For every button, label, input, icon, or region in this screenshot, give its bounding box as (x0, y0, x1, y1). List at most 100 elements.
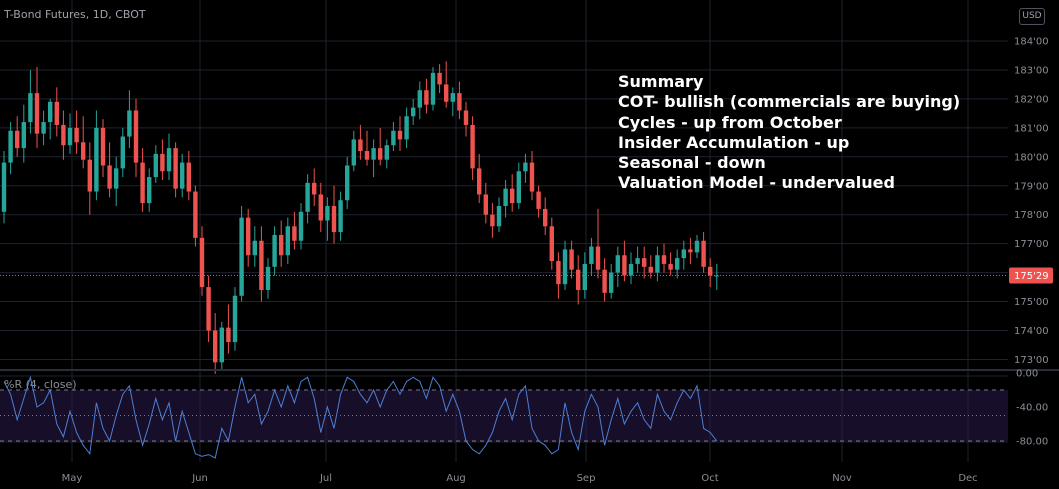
candle-body (100, 127, 106, 166)
candle (318, 182, 323, 233)
candle-body (265, 266, 271, 290)
candle-body (529, 162, 535, 192)
candle (589, 237, 594, 276)
candle (417, 81, 422, 120)
candle (160, 139, 165, 180)
candle (595, 208, 601, 279)
candle-body (279, 234, 284, 256)
candle-body (213, 330, 218, 363)
candle (61, 110, 66, 160)
time-tick-label: Jun (191, 473, 208, 484)
candle-body (193, 191, 198, 238)
candle (642, 246, 647, 279)
candle-body (622, 255, 627, 276)
candle-body (345, 165, 350, 201)
candle-body (371, 148, 376, 160)
price-tick-label: 182'00 (1014, 94, 1049, 105)
wr-axis[interactable]: 0.00 -40.00 -80.00 (1016, 369, 1048, 448)
price-axis[interactable]: 173'00174'00175'00176'00177'00178'00179'… (1014, 37, 1049, 366)
candle (384, 139, 389, 169)
candle (338, 191, 343, 241)
candle (153, 145, 158, 183)
summary-annotation[interactable]: Summary COT- bullish (commercials are bu… (618, 72, 960, 194)
candle (576, 255, 581, 305)
candle-body (463, 110, 469, 125)
candle (503, 179, 508, 218)
candle-body (437, 72, 442, 85)
candle-body (81, 142, 86, 160)
candle-body (609, 272, 614, 293)
candle-body (516, 171, 521, 204)
candle-body (153, 153, 158, 178)
time-tick-label: Jul (319, 473, 332, 484)
candle-body (285, 226, 290, 256)
candle (298, 203, 304, 250)
candle-body (714, 275, 719, 277)
candle (21, 104, 26, 163)
indicator-label[interactable]: %R (4, close) (4, 378, 77, 391)
summary-heading: Summary (618, 72, 704, 91)
candle (345, 156, 350, 209)
candle-body (430, 72, 436, 105)
candle-body (602, 269, 607, 293)
candle-body (67, 127, 73, 146)
last-price-tag: 175'29 (1009, 267, 1053, 284)
candle-body (397, 130, 403, 140)
candle-body (688, 249, 693, 253)
candle-body (457, 93, 462, 111)
candle-body (470, 124, 475, 169)
candle (536, 185, 541, 218)
summary-line-valuation: Valuation Model - undervalued (618, 173, 895, 193)
candle (688, 237, 693, 264)
candle-body (54, 101, 59, 125)
candle-body (556, 261, 561, 285)
candle (127, 90, 132, 149)
candle-body (15, 130, 20, 149)
candle (213, 313, 218, 374)
candle-body (358, 139, 363, 152)
candle (628, 252, 634, 285)
candle (609, 263, 614, 299)
candle (246, 208, 251, 267)
candle (1, 151, 7, 224)
candle (114, 156, 119, 207)
candle (694, 234, 700, 259)
candle-body (378, 148, 383, 160)
candle (470, 116, 475, 180)
candle-body (576, 269, 581, 290)
candle-body (589, 246, 594, 264)
chart-title[interactable]: T-Bond Futures, 1D, CBOT (4, 8, 146, 21)
candle-body (199, 237, 205, 288)
currency-button[interactable]: USD (1019, 8, 1045, 25)
candle-body (114, 168, 119, 189)
candle (391, 122, 396, 152)
wr-tick-label: 0.00 (1016, 369, 1038, 380)
wr-tick-label: -40.00 (1016, 403, 1048, 414)
candle-body (628, 263, 634, 276)
candle (239, 206, 244, 302)
candle-body (173, 148, 178, 189)
time-tick-label: Aug (446, 473, 466, 484)
time-axis[interactable]: May Jun Jul Aug Sep Oct Nov Dec (62, 473, 978, 484)
candle-body (523, 162, 528, 172)
candle-body (246, 217, 251, 256)
candle-body (272, 234, 277, 267)
candle-body (94, 127, 99, 192)
candle (430, 67, 436, 111)
summary-line-cycles: Cycles - up from October (618, 112, 842, 132)
candle (371, 139, 376, 178)
candle-body (595, 246, 601, 270)
candle-body (186, 162, 191, 192)
summary-line-cot: COT- bullish (commercials are buying) (618, 92, 961, 112)
candle (615, 246, 620, 288)
candle (490, 203, 495, 238)
last-price-label: 175'29 (1014, 271, 1049, 282)
candle (655, 246, 660, 282)
candle (199, 226, 205, 296)
price-tick-label: 183'00 (1014, 65, 1049, 76)
candle-body (503, 188, 508, 207)
grid-lines (0, 0, 1008, 462)
candle-body (450, 93, 455, 102)
candle-body (444, 84, 449, 102)
candle (67, 113, 73, 154)
